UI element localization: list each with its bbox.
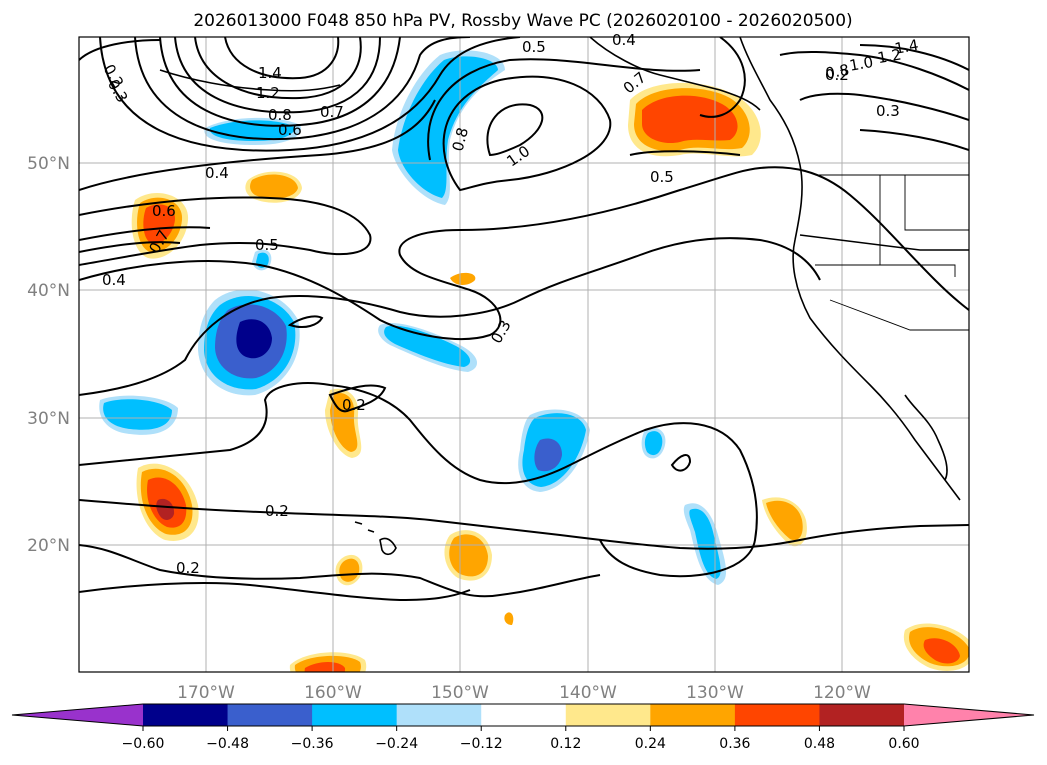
colorbar-segment [565, 704, 651, 726]
contour-label: 0.2 [825, 66, 849, 84]
contour-label: 0.3 [876, 102, 900, 120]
contour-label: 0.6 [278, 121, 302, 139]
colorbar-extend-max [904, 704, 1034, 726]
chart-title: 2026013000 F048 850 hPa PV, Rossby Wave … [193, 11, 852, 31]
contour-label: 1.2 [256, 84, 280, 102]
contour-label: 0.5 [255, 236, 279, 254]
colorbar-segment [143, 704, 229, 726]
colorbar-segment [396, 704, 482, 726]
contour-label: 0.7 [320, 103, 344, 121]
colorbar-tick-label: 0.36 [719, 736, 750, 752]
contour-label: 0.8 [268, 106, 292, 124]
colorbar-extend-min [12, 704, 143, 726]
colorbar-tick-label: −0.24 [375, 736, 418, 752]
colorbar-tick-label: −0.36 [291, 736, 334, 752]
x-tick-label: 150°W [431, 683, 489, 703]
contour-label: 0.2 [176, 559, 200, 577]
contour-label: 0.4 [102, 271, 126, 289]
contour-label: 0.5 [650, 168, 674, 186]
colorbar-tick-label: −0.12 [460, 736, 503, 752]
contour-label: 0.2 [342, 396, 366, 414]
y-tick-label: 40°N [27, 281, 70, 301]
colorbar: −0.60 −0.48 −0.36 −0.24 −0.12 0.12 0.24 0.36 0.4… [11, 703, 1035, 752]
gridlines [79, 37, 969, 672]
colorbar-segment [481, 704, 567, 726]
colorbar-tick-label: 0.48 [804, 736, 835, 752]
contour-label: 0.2 [265, 502, 289, 520]
y-tick-label: 20°N [27, 536, 70, 556]
contour-label: 0.4 [612, 31, 636, 49]
colorbar-segment [312, 704, 398, 726]
contour-label: 1.2 [876, 45, 903, 67]
colorbar-tick-label: −0.60 [122, 736, 165, 752]
colorbar-tick-label: 0.60 [888, 736, 919, 752]
y-tick-label: 30°N [27, 409, 70, 429]
plot-frame [78, 36, 970, 673]
colorbar-tick-label: 0.12 [550, 736, 581, 752]
colorbar-segment [734, 704, 820, 726]
colorbar-tick-label: −0.48 [206, 736, 249, 752]
contour-label: 0.5 [522, 38, 546, 56]
x-tick-label: 170°W [177, 683, 235, 703]
pv-contours [79, 37, 969, 602]
colorbar-segment [650, 704, 736, 726]
contour-label: 0.8 [824, 61, 851, 83]
y-axis-ticks: 50°N 40°N 30°N 20°N [27, 154, 70, 556]
contour-label: 0.4 [205, 164, 229, 182]
contour-label: 1.4 [258, 64, 282, 82]
y-tick-label: 50°N [27, 154, 70, 174]
x-tick-label: 130°W [686, 683, 744, 703]
colorbar-segment [227, 704, 313, 726]
colorbar-segment [819, 704, 905, 726]
x-tick-label: 140°W [559, 683, 617, 703]
contour-label: 0.8 [449, 126, 473, 154]
x-tick-label: 120°W [813, 683, 871, 703]
contour-label: 1.4 [893, 36, 920, 58]
x-axis-ticks: 170°W 160°W 150°W 140°W 130°W 120°W [177, 683, 871, 703]
contour-label: 1.0 [848, 53, 875, 75]
colorbar-tick-label: 0.24 [635, 736, 666, 752]
contour-label: 0.6 [152, 202, 176, 220]
x-tick-label: 160°W [304, 683, 362, 703]
coastlines [159, 37, 969, 556]
